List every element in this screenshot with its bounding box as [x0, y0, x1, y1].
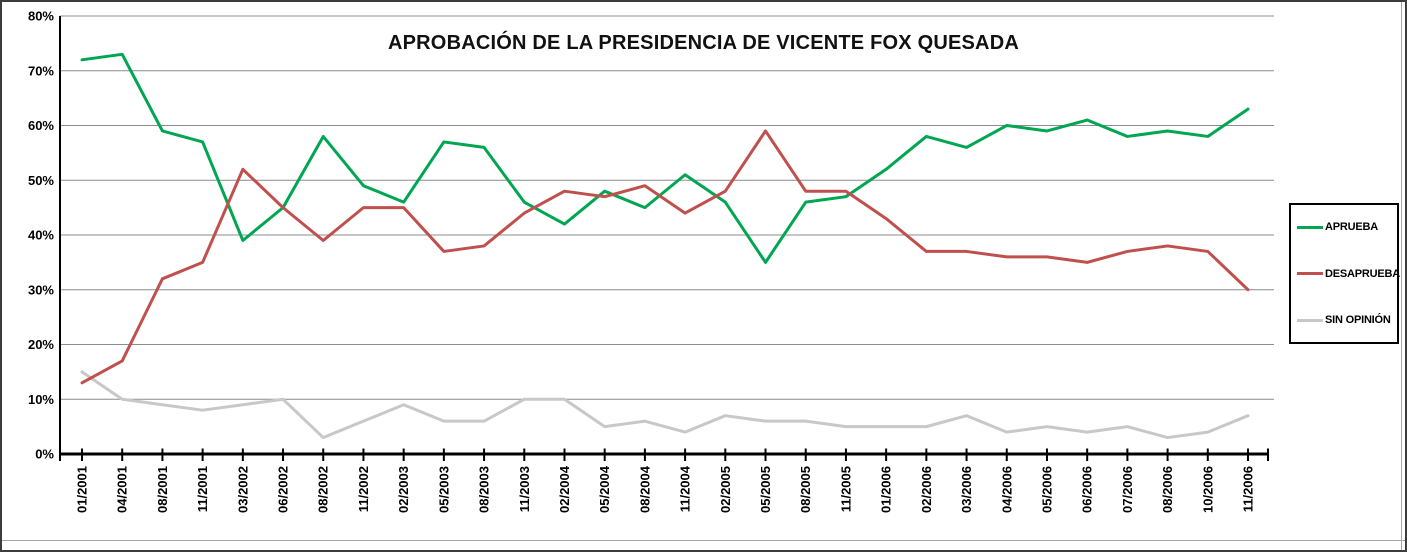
y-axis-label: 10%: [28, 392, 54, 407]
y-axis-label: 0%: [35, 447, 54, 462]
y-axis-label: 40%: [28, 228, 54, 243]
chart-frame-right-border: [1401, 2, 1402, 550]
x-axis-label: 08/2005: [798, 466, 813, 513]
x-axis-label: 11/2003: [517, 466, 532, 512]
series-line-desaprueba: [80, 129, 1250, 385]
legend-item-aprueba: APRUEBA: [1297, 221, 1395, 233]
x-axis-label: 08/2004: [637, 465, 652, 513]
desaprueba-line-swatch-icon: [1297, 272, 1323, 275]
x-axis-label: 03/2006: [959, 466, 974, 513]
legend-label-desaprueba: DESAPRUEBA: [1325, 267, 1401, 280]
x-axis-label: 11/2004: [678, 465, 693, 512]
chart-title: APROBACIÓN DE LA PRESIDENCIA DE VICENTE …: [387, 32, 1019, 54]
x-axis-label: 02/2004: [557, 465, 572, 513]
y-axis-label: 60%: [28, 118, 54, 133]
x-axis-label: 05/2006: [1039, 466, 1054, 513]
x-axis-label: 08/2001: [155, 466, 170, 513]
y-axis-label: 80%: [28, 9, 54, 24]
sin-opinion-line-swatch-icon: [1297, 318, 1323, 322]
x-axis-label: 05/2005: [758, 466, 773, 513]
x-axis-label: 03/2002: [235, 466, 250, 513]
x-axis-label: 02/2003: [396, 466, 411, 513]
x-axis-label: 06/2006: [1080, 466, 1095, 513]
legend-item-desaprueba: DESAPRUEBA: [1297, 268, 1400, 280]
x-axis-label: 02/2006: [919, 466, 934, 513]
x-axis-label: 08/2006: [1160, 466, 1175, 513]
legend-label-aprueba: APRUEBA: [1325, 221, 1378, 233]
x-axis-label: 11/2005: [838, 466, 853, 512]
x-axis-label: 01/2006: [879, 466, 894, 513]
x-axis-label: 08/2002: [316, 466, 331, 513]
y-axis-label: 20%: [28, 337, 54, 352]
x-axis-label: 04/2001: [115, 466, 130, 513]
x-axis-label: 11/2002: [356, 466, 371, 512]
x-axis-label: 06/2002: [276, 466, 291, 513]
legend: APRUEBA DESAPRUEBA SIN OPINIÓN: [1289, 203, 1400, 344]
x-axis-label: 02/2005: [718, 466, 733, 513]
x-axis-label: 11/2001: [195, 466, 210, 512]
x-axis-label: 04/2006: [999, 466, 1014, 513]
y-axis-label: 50%: [28, 173, 54, 188]
x-axis-label: 07/2006: [1120, 466, 1135, 513]
x-axis-label: 08/2003: [477, 466, 492, 513]
y-axis-label: 30%: [28, 282, 54, 297]
x-axis-label: 05/2004: [597, 465, 612, 513]
x-axis-label: 11/2006: [1241, 466, 1256, 512]
x-axis-label: 10/2006: [1200, 466, 1215, 513]
x-axis-label: 01/2001: [75, 466, 90, 513]
series-line-sin-opinion: [80, 370, 1250, 440]
chart-frame-bottom-border: [2, 540, 1405, 541]
legend-item-sin-opinion: SIN OPINIÓN: [1297, 314, 1395, 326]
series-line-aprueba: [80, 52, 1250, 264]
x-axis-label: 05/2003: [436, 466, 451, 513]
aprueba-line-swatch-icon: [1297, 225, 1323, 229]
legend-label-sin-opinion: SIN OPINIÓN: [1325, 314, 1391, 326]
y-axis-label: 70%: [28, 63, 54, 78]
